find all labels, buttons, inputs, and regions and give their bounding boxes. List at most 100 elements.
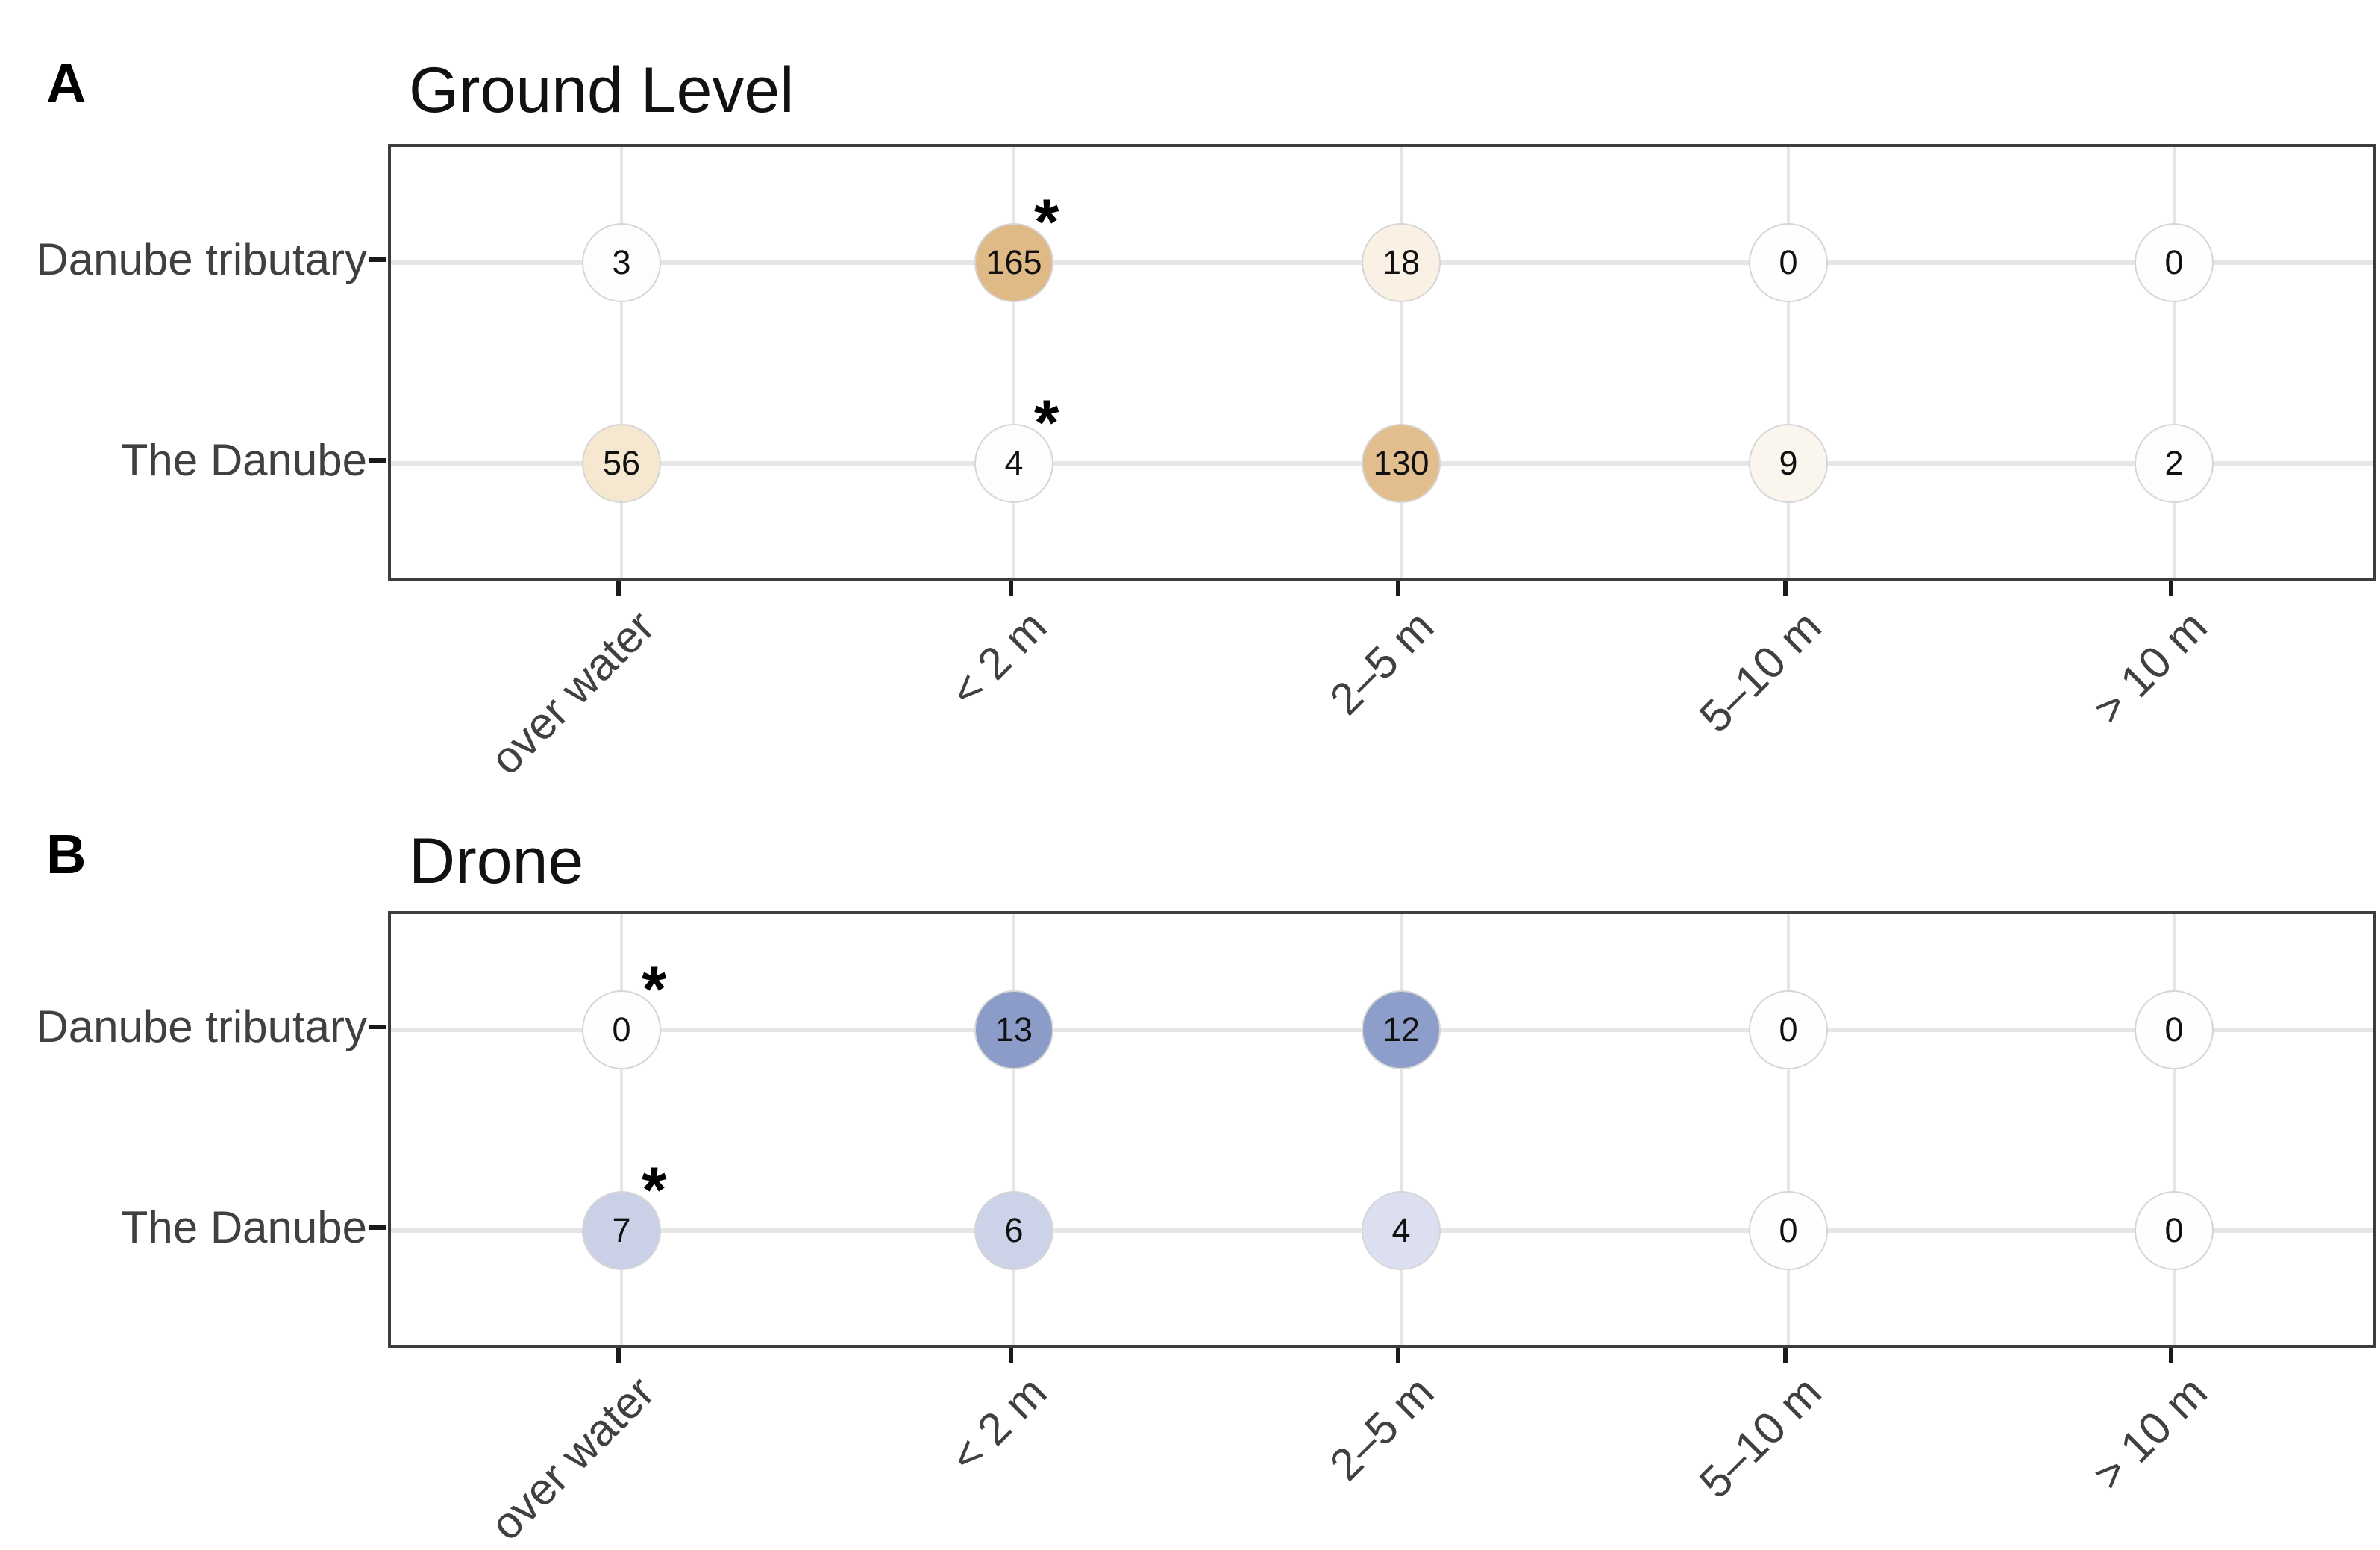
panel-a-title: Ground Level — [409, 54, 795, 126]
balloon-cell: 0 — [1749, 990, 1828, 1069]
balloon-cell: 165 * — [974, 190, 1059, 302]
balloon-circle: 0 — [2135, 1191, 2214, 1270]
balloon-circle: 0 — [582, 990, 661, 1069]
balloon-value: 13 — [995, 1010, 1033, 1049]
balloon-value: 0 — [2164, 243, 2184, 281]
balloon-circle: 3 — [582, 223, 661, 302]
x-axis-label: < 2 m — [941, 1366, 1056, 1482]
gridline-v — [1012, 147, 1015, 578]
balloon-circle: 18 — [1362, 223, 1441, 302]
x-axis-label: 5–10 m — [1689, 601, 1831, 743]
y-axis-label: The Danube — [120, 435, 367, 485]
balloon-value: 130 — [1373, 444, 1429, 482]
y-tick — [369, 458, 386, 463]
gridline-v — [1400, 147, 1403, 578]
balloon-circle: 0 — [1749, 990, 1828, 1069]
x-tick — [1396, 1348, 1400, 1363]
balloon-value: 0 — [2164, 1010, 2184, 1049]
balloon-cell: 4 — [1362, 1191, 1441, 1270]
balloon-value: 56 — [602, 444, 641, 482]
balloon-circle: 2 — [2135, 424, 2214, 503]
balloon-cell: 0 * — [582, 957, 666, 1069]
balloon-cell: 18 — [1362, 223, 1441, 302]
balloon-value: 4 — [1391, 1211, 1411, 1249]
balloon-circle: 56 — [582, 424, 661, 503]
balloon-cell: 4 * — [974, 391, 1059, 503]
x-axis-label: over water — [480, 601, 664, 784]
y-tick — [369, 1225, 386, 1230]
balloon-value: 165 — [986, 243, 1042, 281]
balloon-value: 7 — [612, 1211, 631, 1249]
balloon-cell: 7 * — [582, 1158, 666, 1270]
x-tick — [1009, 1348, 1013, 1363]
balloon-circle: 6 — [974, 1191, 1053, 1270]
balloon-circle: 130 — [1362, 424, 1441, 503]
balloon-circle: 0 — [2135, 990, 2214, 1069]
y-axis-label: Danube tributary — [36, 234, 367, 284]
x-axis-label: 2–5 m — [1320, 601, 1444, 725]
y-axis-label: The Danube — [120, 1202, 367, 1252]
panel-b-title: Drone — [409, 825, 584, 897]
panel-a-letter: A — [46, 52, 87, 114]
balloon-cell: 130 — [1362, 424, 1441, 503]
balloon-cell: 12 — [1362, 990, 1441, 1069]
x-axis-label: > 10 m — [2083, 1366, 2217, 1500]
significance-asterisk: * — [1034, 187, 1059, 258]
balloon-cell: 0 — [1749, 223, 1828, 302]
balloon-value: 0 — [1779, 1211, 1798, 1249]
balloon-circle: 13 — [974, 990, 1053, 1069]
gridline-v — [620, 914, 623, 1345]
x-tick — [2169, 1348, 2173, 1363]
balloon-cell: 0 — [2135, 990, 2214, 1069]
balloon-circle: 0 — [1749, 223, 1828, 302]
gridline-v — [620, 147, 623, 578]
gridline-v — [2173, 147, 2176, 578]
balloon-value: 4 — [1004, 444, 1024, 482]
balloon-circle: 4 — [1362, 1191, 1441, 1270]
x-tick — [616, 1348, 621, 1363]
balloon-value: 9 — [1779, 444, 1798, 482]
y-tick — [369, 257, 386, 262]
balloon-value: 2 — [2164, 444, 2184, 482]
x-tick — [1783, 1348, 1788, 1363]
x-tick — [2169, 581, 2173, 596]
balloon-value: 12 — [1382, 1010, 1421, 1049]
balloon-value: 6 — [1004, 1211, 1024, 1249]
balloon-cell: 2 — [2135, 424, 2214, 503]
balloon-cell: 0 — [1749, 1191, 1828, 1270]
balloon-value: 3 — [612, 243, 631, 281]
balloon-circle: 0 — [1749, 1191, 1828, 1270]
balloon-circle: 165 — [974, 223, 1053, 302]
x-tick — [1009, 581, 1013, 596]
x-axis-label: > 10 m — [2083, 601, 2217, 734]
x-axis-label: over water — [480, 1366, 664, 1550]
balloon-cell: 0 — [2135, 223, 2214, 302]
gridline-v — [1787, 914, 1790, 1345]
panel-a-plot-area: 3 165 * 18 0 0 — [388, 144, 2376, 581]
y-axis-label: Danube tributary — [36, 1001, 367, 1051]
balloon-circle: 0 — [2135, 223, 2214, 302]
x-axis-label: 5–10 m — [1689, 1366, 1831, 1508]
balloon-cell: 13 — [974, 990, 1053, 1069]
x-axis-label: 2–5 m — [1320, 1366, 1444, 1490]
balloon-value: 18 — [1382, 243, 1421, 281]
gridline-v — [1787, 147, 1790, 578]
balloon-cell: 56 — [582, 424, 661, 503]
x-tick — [1396, 581, 1400, 596]
significance-asterisk: * — [1034, 387, 1059, 459]
balloon-value: 0 — [1779, 1010, 1798, 1049]
balloon-circle: 4 — [974, 424, 1053, 503]
balloon-cell: 0 — [2135, 1191, 2214, 1270]
y-tick — [369, 1025, 386, 1029]
gridline-v — [1012, 914, 1015, 1345]
significance-asterisk: * — [642, 1154, 667, 1226]
x-tick — [1783, 581, 1788, 596]
balloon-value: 0 — [1779, 243, 1798, 281]
balloon-circle: 12 — [1362, 990, 1441, 1069]
gridline-v — [1400, 914, 1403, 1345]
balloon-circle: 9 — [1749, 424, 1828, 503]
panel-b-plot-area: 0 * 13 12 0 0 — [388, 911, 2376, 1348]
balloon-value: 0 — [2164, 1211, 2184, 1249]
balloon-value: 0 — [612, 1010, 631, 1049]
x-tick — [616, 581, 621, 596]
